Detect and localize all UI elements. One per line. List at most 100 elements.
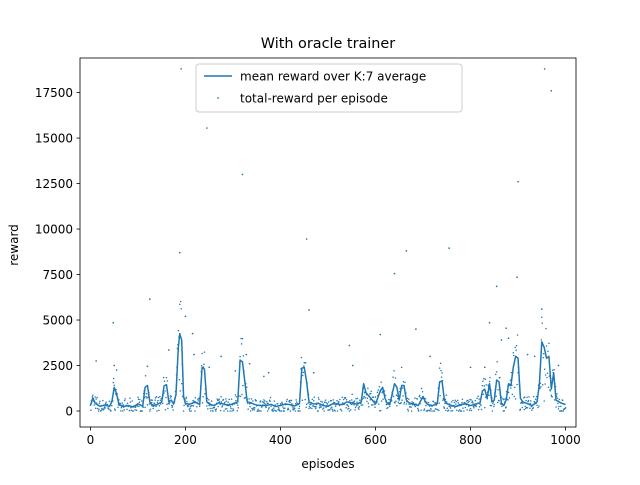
scatter-point <box>408 398 410 400</box>
scatter-point <box>267 402 269 405</box>
scatter-point <box>340 408 342 411</box>
scatter-point <box>130 406 132 409</box>
scatter-point <box>437 409 440 412</box>
scatter-point <box>417 407 419 410</box>
scatter-point <box>406 397 409 400</box>
scatter-point <box>495 395 497 398</box>
scatter-point <box>372 396 375 398</box>
scatter-point <box>432 401 435 403</box>
scatter-point <box>475 405 477 408</box>
scatter-point <box>317 410 319 412</box>
scatter-point <box>227 410 229 412</box>
scatter-point <box>287 408 290 411</box>
scatter-point <box>557 402 559 405</box>
scatter-point <box>151 399 153 402</box>
scatter-point <box>225 400 228 402</box>
scatter-point <box>224 401 226 404</box>
scatter-point <box>153 402 156 405</box>
scatter-point <box>311 398 314 401</box>
scatter-point <box>404 381 406 384</box>
scatter-point <box>479 403 481 405</box>
scatter-point <box>476 397 478 399</box>
scatter-point <box>215 408 218 410</box>
scatter-point <box>351 393 353 396</box>
scatter-point <box>241 337 244 340</box>
scatter-point <box>402 395 404 397</box>
scatter-point <box>472 402 474 404</box>
scatter-point <box>267 408 270 410</box>
scatter-point-outlier <box>533 355 536 358</box>
scatter-point <box>208 399 210 401</box>
scatter-point <box>528 396 530 398</box>
scatter-point <box>401 387 404 389</box>
scatter-point <box>521 406 524 409</box>
scatter-point <box>129 401 132 403</box>
scatter-point <box>463 401 466 404</box>
scatter-point <box>259 400 262 402</box>
scatter-point <box>321 401 324 403</box>
scatter-point <box>299 410 301 412</box>
scatter-point <box>525 399 527 402</box>
scatter-point <box>171 406 173 409</box>
scatter-point <box>358 406 361 408</box>
scatter-point <box>531 409 533 411</box>
y-tick-label: 5000 <box>42 313 73 327</box>
scatter-point <box>194 397 197 399</box>
scatter-point <box>369 398 372 401</box>
scatter-point-outlier <box>405 250 408 252</box>
scatter-point <box>551 369 554 372</box>
scatter-point <box>540 339 543 341</box>
scatter-point <box>141 410 143 412</box>
scatter-point <box>555 406 557 408</box>
scatter-point <box>543 400 545 402</box>
scatter-point <box>159 399 162 401</box>
scatter-point <box>171 405 174 407</box>
scatter-point <box>221 406 223 408</box>
scatter-point <box>490 404 493 407</box>
scatter-point <box>468 409 471 411</box>
scatter-point <box>272 408 274 410</box>
x-tick-label: 800 <box>459 433 482 447</box>
scatter-point <box>277 406 280 409</box>
scatter-point-outlier <box>148 298 151 300</box>
scatter-point <box>130 409 133 411</box>
scatter-point <box>223 410 225 412</box>
scatter-point <box>126 408 128 411</box>
scatter-point <box>290 399 293 402</box>
scatter-point <box>379 409 382 412</box>
scatter-point-outlier <box>308 309 310 311</box>
scatter-point <box>298 407 300 410</box>
scatter-point <box>144 375 147 377</box>
scatter-point <box>301 399 304 401</box>
scatter-point <box>494 373 497 376</box>
scatter-point <box>242 384 244 387</box>
scatter-point <box>265 400 268 403</box>
scatter-point <box>513 395 515 398</box>
y-tick-label: 17500 <box>35 86 73 100</box>
scatter-point <box>93 404 95 406</box>
scatter-point <box>189 410 191 412</box>
scatter-point <box>268 406 270 409</box>
scatter-point <box>374 396 377 398</box>
scatter-point <box>164 409 167 411</box>
scatter-point <box>261 405 263 408</box>
scatter-point <box>263 402 266 404</box>
scatter-point-outlier <box>248 362 251 365</box>
scatter-point <box>113 384 115 387</box>
scatter-point <box>159 395 161 398</box>
scatter-point <box>179 390 181 392</box>
scatter-point <box>414 397 416 399</box>
scatter-point <box>275 410 277 412</box>
mean-reward-line <box>89 332 566 408</box>
scatter-point-outlier <box>516 276 518 279</box>
scatter-point <box>468 400 470 403</box>
scatter-point <box>326 403 329 405</box>
scatter-point <box>450 401 453 403</box>
scatter-point <box>558 405 560 408</box>
scatter-point <box>158 404 161 407</box>
scatter-point <box>237 407 239 409</box>
scatter-point <box>562 410 564 412</box>
scatter-point <box>493 405 495 408</box>
scatter-point <box>137 396 139 398</box>
